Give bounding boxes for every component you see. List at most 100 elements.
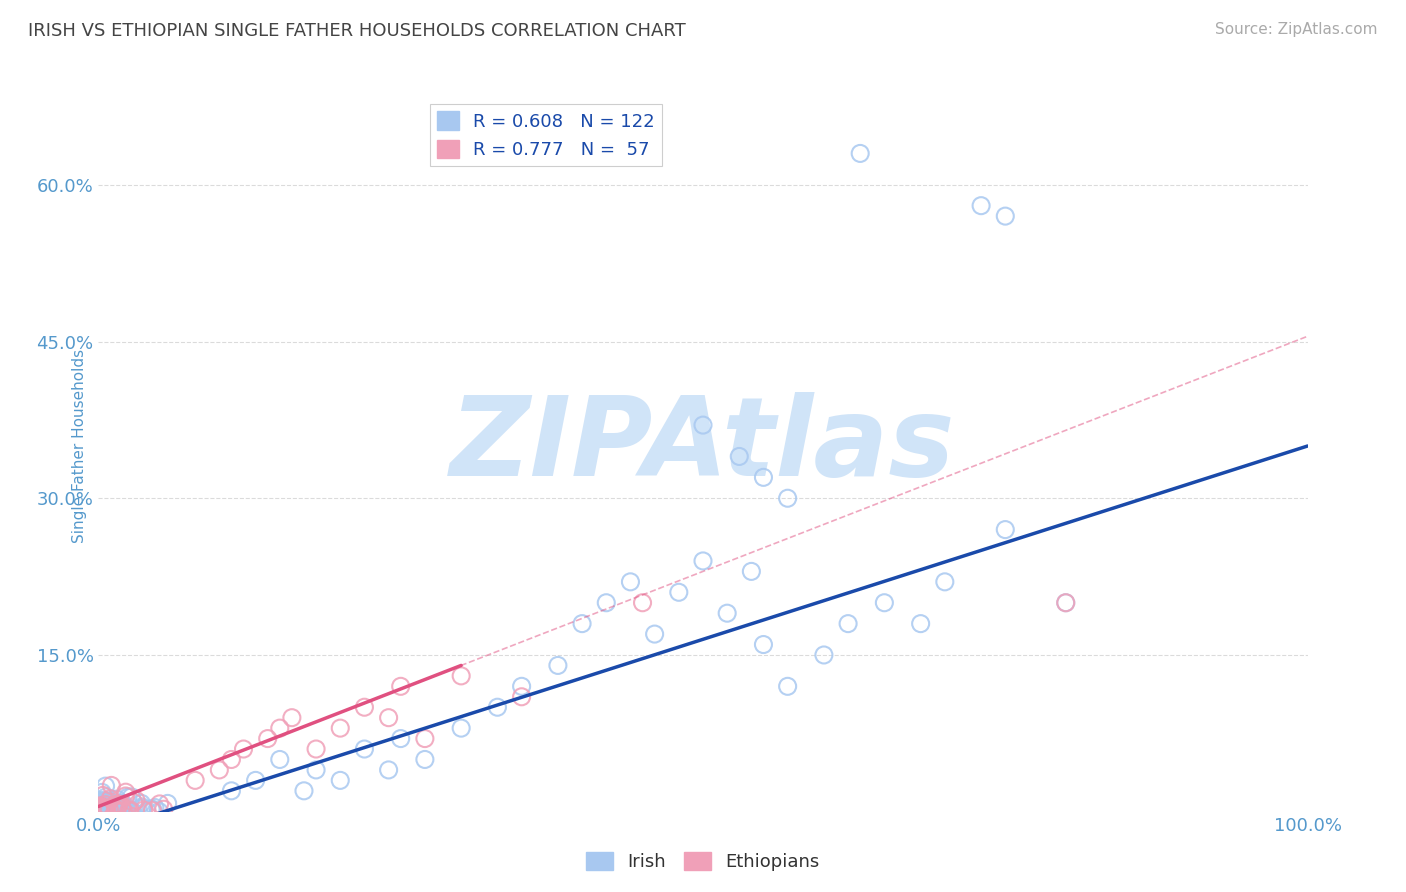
Irish xyxy=(910,616,932,631)
Irish xyxy=(91,796,114,810)
Irish xyxy=(93,793,115,807)
Irish xyxy=(98,802,121,816)
Irish xyxy=(111,797,134,811)
Irish xyxy=(89,805,111,819)
Irish xyxy=(101,799,124,814)
Irish xyxy=(728,450,751,464)
Irish xyxy=(752,638,775,652)
Ethiopians xyxy=(281,711,304,725)
Irish xyxy=(112,797,135,812)
Irish xyxy=(107,805,129,819)
Ethiopians xyxy=(1054,596,1077,610)
Irish xyxy=(107,804,129,818)
Legend: R = 0.608   N = 122, R = 0.777   N =  57: R = 0.608 N = 122, R = 0.777 N = 57 xyxy=(430,104,662,166)
Ethiopians xyxy=(125,793,148,807)
Irish xyxy=(98,804,121,818)
Irish xyxy=(101,801,124,815)
Ethiopians xyxy=(221,752,243,766)
Irish xyxy=(970,199,993,213)
Irish xyxy=(89,795,111,809)
Irish xyxy=(94,803,117,817)
Ethiopians xyxy=(104,797,127,812)
Irish xyxy=(692,554,714,568)
Irish xyxy=(131,797,153,811)
Ethiopians xyxy=(89,800,111,814)
Irish xyxy=(91,785,114,799)
Irish xyxy=(115,802,138,816)
Irish xyxy=(117,790,139,805)
Irish xyxy=(100,803,122,817)
Irish xyxy=(89,799,111,814)
Irish xyxy=(740,565,762,579)
Irish xyxy=(94,803,117,817)
Ethiopians xyxy=(353,700,375,714)
Irish xyxy=(486,700,509,714)
Irish xyxy=(221,784,243,798)
Irish xyxy=(100,801,122,815)
Irish xyxy=(101,804,124,818)
Irish xyxy=(108,797,131,811)
Ethiopians xyxy=(89,801,111,815)
Ethiopians xyxy=(149,797,172,811)
Ethiopians xyxy=(141,804,163,818)
Y-axis label: Single Father Households: Single Father Households xyxy=(72,349,87,543)
Irish xyxy=(156,797,179,811)
Irish xyxy=(1054,596,1077,610)
Ethiopians xyxy=(389,679,412,693)
Ethiopians xyxy=(114,789,136,803)
Ethiopians xyxy=(89,804,111,818)
Ethiopians xyxy=(105,803,128,817)
Ethiopians xyxy=(114,785,136,799)
Ethiopians xyxy=(105,804,128,818)
Ethiopians xyxy=(184,773,207,788)
Ethiopians xyxy=(112,804,135,818)
Ethiopians xyxy=(305,742,328,756)
Ethiopians xyxy=(232,742,254,756)
Irish xyxy=(110,805,132,819)
Ethiopians xyxy=(107,797,129,811)
Irish xyxy=(90,801,112,815)
Irish xyxy=(131,800,153,814)
Irish xyxy=(98,795,121,809)
Ethiopians xyxy=(269,721,291,735)
Irish xyxy=(108,796,131,810)
Ethiopians xyxy=(132,803,155,817)
Ethiopians xyxy=(118,803,141,817)
Irish xyxy=(111,804,134,818)
Irish xyxy=(89,794,111,808)
Irish xyxy=(96,800,118,814)
Irish xyxy=(510,679,533,693)
Irish xyxy=(873,596,896,610)
Irish xyxy=(136,804,159,818)
Irish xyxy=(97,802,120,816)
Irish xyxy=(104,796,127,810)
Ethiopians xyxy=(94,797,117,812)
Irish xyxy=(101,802,124,816)
Text: IRISH VS ETHIOPIAN SINGLE FATHER HOUSEHOLDS CORRELATION CHART: IRISH VS ETHIOPIAN SINGLE FATHER HOUSEHO… xyxy=(28,22,686,40)
Irish xyxy=(143,800,166,814)
Ethiopians xyxy=(256,731,278,746)
Ethiopians xyxy=(89,799,111,814)
Irish xyxy=(98,800,121,814)
Ethiopians xyxy=(91,805,114,819)
Irish xyxy=(269,752,291,766)
Ethiopians xyxy=(100,779,122,793)
Irish xyxy=(389,731,412,746)
Ethiopians xyxy=(96,803,118,817)
Irish xyxy=(96,797,118,811)
Irish xyxy=(90,797,112,812)
Irish xyxy=(994,209,1017,223)
Irish xyxy=(97,801,120,815)
Irish xyxy=(105,792,128,806)
Ethiopians xyxy=(98,791,121,805)
Ethiopians xyxy=(377,711,399,725)
Irish xyxy=(413,752,436,766)
Irish xyxy=(114,804,136,818)
Irish xyxy=(292,784,315,798)
Irish xyxy=(104,805,127,819)
Text: ZIPAtlas: ZIPAtlas xyxy=(450,392,956,500)
Ethiopians xyxy=(152,802,174,816)
Irish xyxy=(91,801,114,815)
Irish xyxy=(97,794,120,808)
Irish xyxy=(716,606,738,620)
